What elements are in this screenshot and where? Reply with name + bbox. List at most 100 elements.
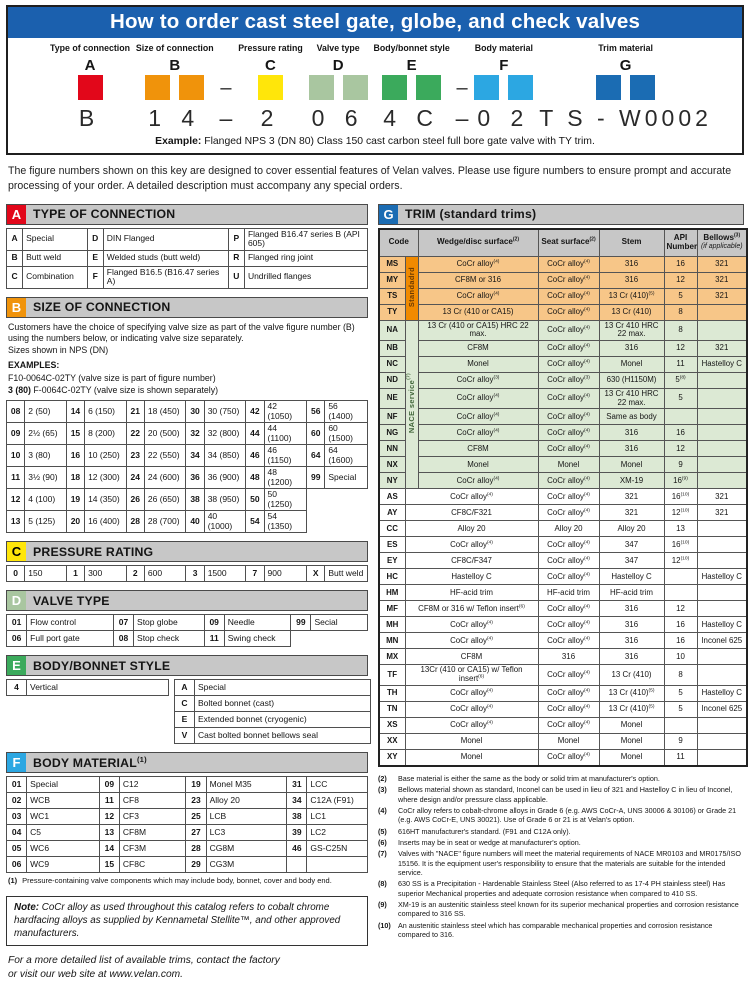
code-cell: C bbox=[5, 265, 24, 289]
trim-seat-cell: CoCr alloy(4) bbox=[537, 388, 600, 410]
value-cell: CF3M bbox=[118, 840, 187, 858]
left-column: A TYPE OF CONNECTION A Special D DIN Flange… bbox=[5, 196, 371, 981]
trim-bellows-cell: 321 bbox=[696, 340, 748, 358]
section-a-title: TYPE OF CONNECTION bbox=[33, 207, 176, 222]
section-g-letter: G bbox=[379, 204, 398, 224]
trim-row-ND: ND CoCr alloy(3) CoCr alloy(3) 630 (H1150M… bbox=[378, 372, 748, 390]
trim-api-cell: 16 bbox=[663, 255, 698, 273]
trim-api-cell: 16 bbox=[663, 616, 698, 634]
code-cell: A bbox=[5, 227, 24, 251]
trim-api-cell: 5 bbox=[663, 287, 698, 305]
field-code-value: B bbox=[78, 105, 102, 131]
table-row: V Cast bolted bonnet bellows seal bbox=[174, 727, 371, 745]
field-letter: C bbox=[265, 57, 276, 74]
trim-row-MN: MN CoCr alloy(4) CoCr alloy(4) 316 16 Inco… bbox=[378, 632, 748, 650]
trim-wedge-cell: 13Cr (410 or CA15) w/ Teflon insert(6) bbox=[404, 664, 539, 686]
table-row: A Special bbox=[174, 679, 371, 697]
value-cell: 4 (100) bbox=[24, 488, 67, 512]
trim-seat-cell: CoCr alloy(4) bbox=[537, 319, 600, 342]
section-c-header: C PRESSURE RATING bbox=[6, 541, 368, 563]
trim-wedge-cell: CoCr alloy(4) bbox=[404, 716, 539, 734]
value-cell: 32 (800) bbox=[203, 422, 247, 446]
value-cell: WC1 bbox=[26, 808, 100, 826]
code-cell: C bbox=[174, 695, 195, 713]
trim-group-strip: NACE service(7) bbox=[404, 319, 419, 490]
table-row: A Special D DIN Flanged P Flanged B16.47 seri… bbox=[5, 227, 369, 251]
size-of-connection-table: 08 2 (50) 14 6 (150) 21 18 (450) 30 30 (750) 42 4… bbox=[5, 400, 368, 534]
code-cell: 15 bbox=[65, 422, 86, 446]
field-squares bbox=[308, 75, 368, 102]
trim-stem-cell: 316 bbox=[598, 616, 665, 634]
trim-bellows-cell bbox=[696, 372, 748, 390]
trim-seat-cell: CoCr alloy(4) bbox=[537, 271, 600, 289]
code-cell: 11 bbox=[98, 792, 120, 810]
trim-seat-cell: CoCr alloy(4) bbox=[537, 287, 600, 305]
trim-code-cell: CC bbox=[378, 520, 406, 538]
footnote-number: (9) bbox=[378, 900, 387, 910]
trim-seat-cell: CoCr alloy(4) bbox=[537, 504, 600, 522]
code-cell: 44 bbox=[245, 422, 265, 446]
trim-stem-cell: 13 Cr (410) bbox=[598, 303, 665, 321]
trim-stem-cell: 316 bbox=[598, 271, 665, 289]
section-d-letter: D bbox=[7, 591, 26, 611]
trim-bellows-cell bbox=[696, 303, 748, 321]
field-separator-dash: – – bbox=[456, 43, 469, 135]
trim-row-TH: TH CoCr alloy(4) CoCr alloy(4) 13 Cr (410)… bbox=[378, 684, 748, 702]
trim-code-cell: TH bbox=[378, 684, 406, 702]
value-cell: Welded studs (butt weld) bbox=[102, 249, 229, 267]
footnote-number: (8) bbox=[378, 879, 387, 889]
section-a-letter: A bbox=[7, 204, 26, 224]
trim-wedge-cell: Monel bbox=[417, 456, 539, 474]
trim-bellows-cell bbox=[696, 664, 748, 686]
trim-seat-cell: CoCr alloy(4) bbox=[537, 700, 600, 718]
field-color-square bbox=[342, 75, 368, 100]
trim-bellows-cell: Hastelloy C bbox=[696, 684, 748, 702]
value-cell: 6 (150) bbox=[84, 400, 127, 424]
trim-wedge-cell: CoCr alloy(4) bbox=[417, 472, 539, 490]
trim-api-cell: 8 bbox=[663, 664, 698, 686]
trim-seat-cell: CoCr alloy(4) bbox=[537, 684, 600, 702]
trim-bellows-cell: Hastelloy C bbox=[696, 616, 748, 634]
trim-row-NB: NB CF8M CoCr alloy(4) 316 12 321 bbox=[378, 340, 748, 358]
trim-api-cell: 12 bbox=[663, 600, 698, 618]
code-cell: 54 bbox=[245, 510, 265, 534]
value-cell: Swing check bbox=[223, 630, 292, 648]
trim-code-cell: NC bbox=[378, 356, 406, 374]
trim-code-cell: XX bbox=[378, 732, 406, 750]
code-cell: 14 bbox=[65, 400, 86, 424]
trim-seat-cell: CoCr alloy(4) bbox=[537, 303, 600, 321]
trim-header-wedge: Wedge/disc surface(2) bbox=[417, 228, 539, 257]
field-group-F: Body material F 0 2 bbox=[474, 43, 534, 135]
section-f-header: F BODY MATERIAL(1) bbox=[6, 752, 368, 774]
trim-api-cell: 16 bbox=[663, 632, 698, 650]
trim-row-TS: TS CoCr alloy(4) CoCr alloy(4) 13 Cr (410)… bbox=[378, 287, 748, 305]
trim-bellows-cell: Inconel 625 bbox=[696, 700, 748, 718]
footnote-number: (2) bbox=[378, 773, 387, 783]
value-cell: 50 (1250) bbox=[263, 488, 308, 512]
trim-stem-cell: 13 Cr (410)(5) bbox=[598, 287, 665, 305]
example-caption: Example: Flanged NPS 3 (DN 80) Class 150… bbox=[8, 135, 742, 153]
value-cell: GS-C25N bbox=[306, 840, 368, 858]
trim-code-cell: NY bbox=[378, 472, 406, 490]
value-cell: 3½ (90) bbox=[24, 466, 67, 490]
trim-footnote: (5) 616HT manufacturer's standard. (F91 a… bbox=[378, 827, 744, 836]
trim-footnote: (6) Inserts may be in seat or wedge at ma… bbox=[378, 838, 744, 847]
code-cell: 19 bbox=[185, 776, 207, 794]
trim-stem-cell: 347 bbox=[598, 536, 665, 554]
value-cell: WC9 bbox=[26, 856, 100, 874]
field-label: Body/bonnet style bbox=[373, 43, 450, 53]
note-text: CoCr alloy as used throughout this catal… bbox=[14, 901, 341, 940]
value-cell: 42 (1050) bbox=[263, 400, 308, 424]
field-letter: F bbox=[499, 57, 509, 74]
field-group-E: Body/bonnet style E 4 C bbox=[374, 43, 450, 135]
value-cell: Stop check bbox=[133, 630, 205, 648]
data-grid: 01 Special 09 C12 19 Monel M35 31 LCC 02 WCB 11 CF8… bbox=[5, 776, 368, 874]
trim-api-cell: 5(8) bbox=[663, 372, 698, 390]
section-d-title: VALVE TYPE bbox=[33, 593, 110, 608]
value-cell: 3 (80) bbox=[24, 444, 67, 468]
code-cell: 14 bbox=[98, 840, 120, 858]
example-figure-2-size: 3 (80) bbox=[8, 385, 31, 396]
value-cell: 14 (350) bbox=[84, 488, 127, 512]
code-cell: 12 bbox=[5, 488, 26, 512]
code-cell: 50 bbox=[245, 488, 265, 512]
